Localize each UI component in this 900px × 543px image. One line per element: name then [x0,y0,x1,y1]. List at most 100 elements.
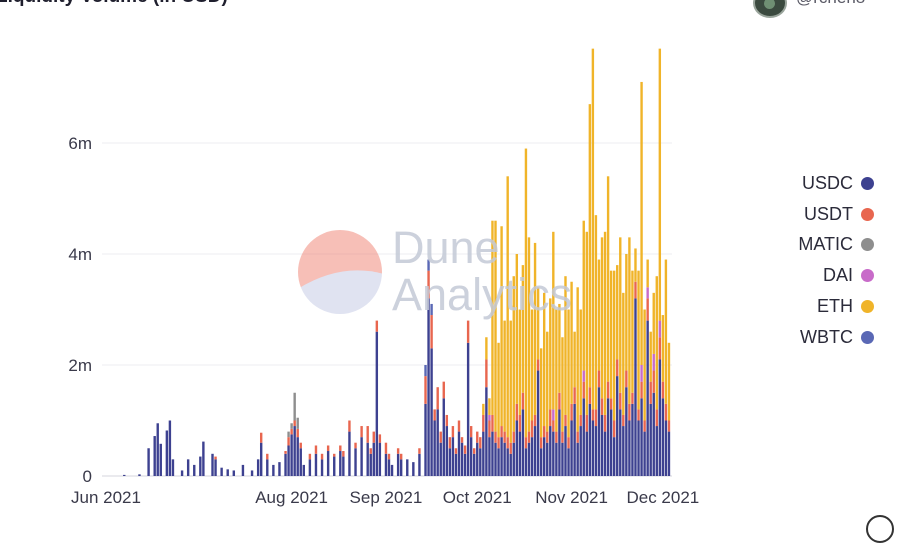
bar-segment-usdc[interactable] [555,442,558,476]
bar-segment-usdc[interactable] [500,437,503,476]
bar-segment-usdc[interactable] [278,462,281,477]
bar-segment-usdc[interactable] [546,442,549,476]
bar-segment-eth[interactable] [512,276,515,432]
bar-segment-eth[interactable] [640,81,643,365]
bar-segment-eth[interactable] [652,292,655,354]
bar-segment-usdt[interactable] [530,420,534,438]
bar-segment-usdc[interactable] [463,453,467,476]
bar-segment-usdc[interactable] [652,392,655,476]
bar-segment-usdt[interactable] [570,403,573,421]
bar-segment-usdc[interactable] [290,434,293,477]
bar-segment-usdc[interactable] [600,414,604,476]
bar-segment-usdc[interactable] [597,387,601,476]
bar-segment-usdc[interactable] [211,453,214,476]
legend-item-eth[interactable]: ETH [817,296,874,317]
bar-segment-usdc[interactable] [256,459,260,476]
bar-segment-usdt[interactable] [339,445,342,452]
bar-segment-usdt[interactable] [369,448,372,454]
bar-segment-eth[interactable] [570,281,573,404]
bar-segment-usdc[interactable] [582,398,585,476]
bar-segment-usdc[interactable] [153,436,156,476]
bar-segment-eth[interactable] [533,242,537,415]
bar-segment-eth[interactable] [612,270,616,421]
bar-segment-usdc[interactable] [287,445,290,476]
bar-segment-eth[interactable] [497,342,500,438]
bar-segment-eth[interactable] [667,342,671,421]
bar-segment-eth[interactable] [649,331,652,382]
bar-segment-eth[interactable] [582,220,585,371]
bar-segment-usdt[interactable] [622,414,625,427]
bar-segment-usdc[interactable] [159,443,162,476]
bar-segment-usdc[interactable] [427,298,430,476]
bar-segment-usdt[interactable] [600,398,604,415]
bar-segment-usdt[interactable] [533,414,537,427]
bar-segment-eth[interactable] [622,292,625,415]
bar-segment-usdt[interactable] [591,409,595,421]
bar-segment-usdc[interactable] [603,431,607,476]
bar-segment-usdc[interactable] [406,459,409,476]
bar-segment-usdc[interactable] [655,426,658,476]
author-handle[interactable]: @rchen8 [796,0,865,8]
bar-segment-dai[interactable] [640,365,643,382]
bar-segment-usdt[interactable] [308,453,312,460]
bar-segment-usdc[interactable] [667,431,671,476]
bar-segment-usdt[interactable] [442,381,445,399]
bar-segment-usdt[interactable] [342,451,345,457]
bar-segment-dai[interactable] [582,370,585,382]
bar-segment-eth[interactable] [539,348,543,438]
bar-segment-wbtc[interactable] [424,365,427,377]
bar-segment-usdt[interactable] [515,403,519,421]
bar-segment-usdt[interactable] [445,414,449,427]
bar-segment-usdc[interactable] [360,437,363,476]
bar-segment-usdc[interactable] [530,437,534,476]
bar-segment-usdc[interactable] [412,462,415,477]
bar-segment-usdt[interactable] [287,437,290,446]
bar-segment-eth[interactable] [491,220,494,415]
bar-segment-usdc[interactable] [606,398,610,476]
bar-segment-usdc[interactable] [399,459,403,476]
bar-segment-usdc[interactable] [250,470,254,476]
bar-segment-usdc[interactable] [326,451,330,476]
legend-item-wbtc[interactable]: WBTC [800,327,874,348]
bar-segment-usdt[interactable] [616,359,619,377]
bar-segment-usdt[interactable] [661,381,665,399]
bar-segment-usdt[interactable] [542,426,546,438]
bar-segment-usdc[interactable] [619,409,622,476]
bar-segment-usdt[interactable] [469,426,473,438]
bar-segment-eth[interactable] [658,48,662,321]
bar-segment-usdc[interactable] [567,448,570,476]
bar-segment-usdc[interactable] [156,423,159,476]
bar-segment-usdt[interactable] [451,426,455,438]
bar-segment-dai[interactable] [552,409,555,421]
bar-segment-usdt[interactable] [497,437,500,449]
bar-segment-usdc[interactable] [214,459,217,476]
bar-segment-usdc[interactable] [378,442,382,476]
bar-segment-usdc[interactable] [661,398,665,476]
bar-segment-usdc[interactable] [573,403,576,476]
bar-segment-usdt[interactable] [290,428,293,435]
bar-segment-usdc[interactable] [445,426,449,476]
bar-segment-eth[interactable] [631,270,634,393]
bar-segment-usdc[interactable] [503,442,506,476]
bar-segment-usdc[interactable] [527,442,531,476]
bar-segment-usdt[interactable] [476,431,479,443]
bar-segment-dai[interactable] [488,414,491,421]
bar-segment-usdc[interactable] [439,442,442,476]
bar-segment-eth[interactable] [552,231,555,410]
bar-segment-usdc[interactable] [226,469,229,476]
bar-segment-usdc[interactable] [299,448,302,476]
bar-segment-usdt[interactable] [384,442,388,454]
bar-segment-usdt[interactable] [284,451,287,454]
bar-segment-usdc[interactable] [147,448,150,476]
bar-segment-usdc[interactable] [509,453,512,476]
bar-segment-usdt[interactable] [536,359,540,371]
bar-segment-usdc[interactable] [366,442,369,476]
bar-segment-usdt[interactable] [399,453,403,460]
bar-segment-usdt[interactable] [646,298,649,321]
bar-segment-eth[interactable] [585,231,588,415]
bar-segment-usdc[interactable] [497,448,500,476]
bar-segment-usdt[interactable] [460,437,464,443]
bar-segment-usdc[interactable] [293,426,296,476]
bar-segment-usdt[interactable] [579,414,582,427]
bar-segment-usdt[interactable] [485,359,488,388]
